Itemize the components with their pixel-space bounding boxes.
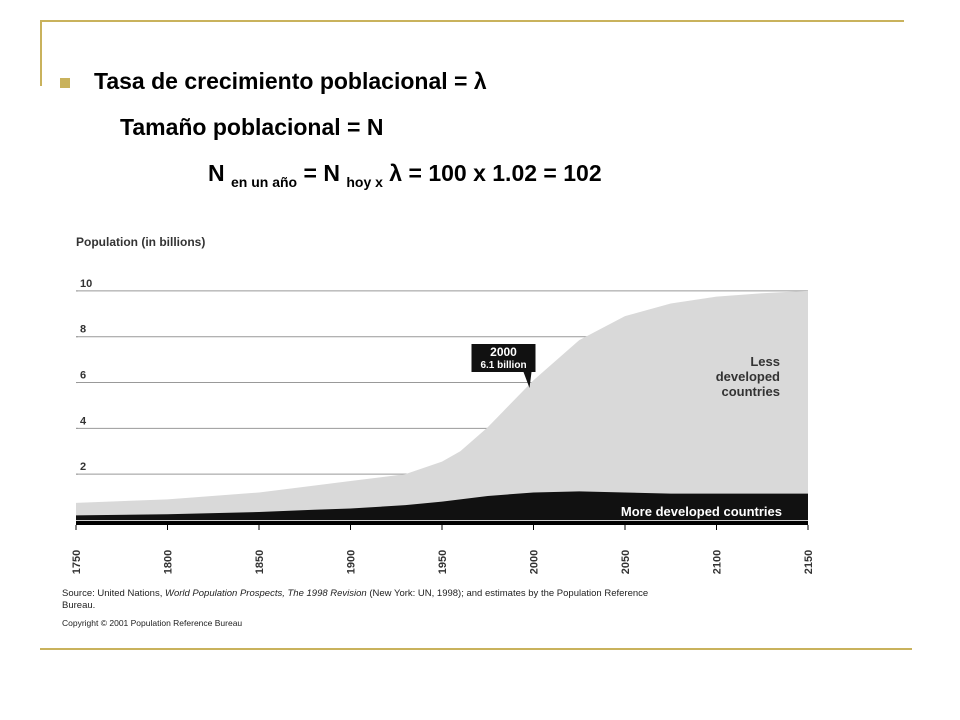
y-tick-label-2: 2 [80,461,86,473]
x-tick-label-1950: 1950 [437,550,449,574]
bullet-square [60,78,70,88]
source-prefix: Source: United Nations, [62,588,165,599]
source-suffix: (New York: UN, 1998); and estimates by t… [366,588,649,599]
area-more-developed [76,491,808,520]
series-label-less-developed-1: Less [750,354,780,369]
source-note-cont: Bureau. [62,600,96,611]
annotation-pointer [523,372,532,388]
equation-mid: = N [297,160,347,186]
x-tick-label-2100: 2100 [712,550,724,574]
annotation-value: 6.1 billion [480,360,526,371]
source-publication: World Population Prospects, The 1998 Rev… [164,588,367,599]
equation-n: N [208,160,231,186]
x-tick-label-2050: 2050 [620,550,632,574]
frame-top-rule [40,20,904,22]
x-tick-label-1900: 1900 [346,550,358,574]
annotation-year: 2000 [490,345,517,359]
series-label-more-developed: More developed countries [621,504,782,519]
y-tick-label-6: 6 [80,370,86,382]
x-tick-label-1800: 1800 [163,550,175,574]
series-label-less-developed-3: countries [721,384,780,399]
copyright-note: Copyright © 2001 Population Reference Bu… [62,618,243,628]
y-tick-label-4: 4 [80,415,87,427]
x-tick-label-1850: 1850 [254,550,266,574]
y-tick-label-10: 10 [80,278,92,290]
area-less-developed [76,290,808,520]
chart-title: Population (in billions) [76,235,205,249]
y-tick-label-8: 8 [80,324,86,336]
frame-left-rule [40,20,42,86]
population-size-line: Tamaño poblacional = N [120,114,384,140]
source-note: Source: United Nations, World Population… [62,588,648,599]
growth-rate-line: Tasa de crecimiento poblacional = λ [94,68,487,94]
x-tick-label-2000: 2000 [529,550,541,574]
equation-rest: λ = 100 x 1.02 = 102 [382,160,602,186]
x-tick-label-2150: 2150 [803,550,815,574]
equation-subscript-year: en un año [231,174,298,190]
equation-line: N en un año = N hoy x λ = 100 x 1.02 = 1… [208,160,602,190]
series-label-less-developed-2: developed [716,369,780,384]
equation-subscript-today: hoy x [346,174,383,190]
x-tick-label-1750: 1750 [71,550,83,574]
annotation-box [471,344,536,372]
frame-bottom-rule [40,648,912,650]
